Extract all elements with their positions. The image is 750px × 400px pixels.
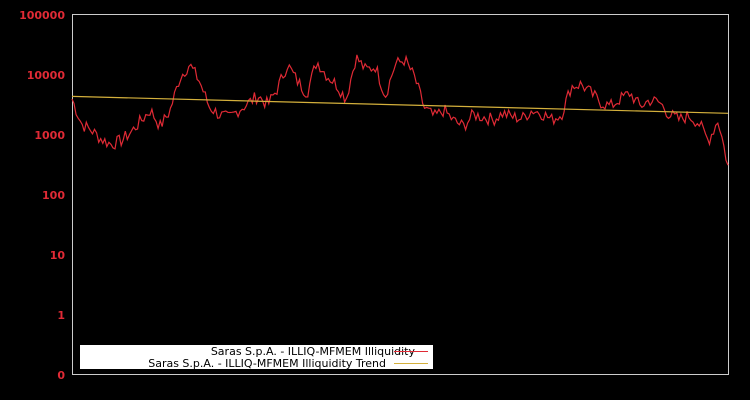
y-tick-label: 1 (57, 309, 65, 322)
legend-label-trend: Saras S.p.A. - ILLIQ-MFMEM Illiquidity T… (148, 357, 386, 370)
y-tick-label: 1000 (34, 129, 65, 142)
y-tick-label: 100 (42, 189, 65, 202)
illiquidity-trend-line (71, 95, 729, 114)
legend-label-illiquidity: Saras S.p.A. - ILLIQ-MFMEM Illiquidity (211, 345, 416, 358)
legend-box (80, 345, 433, 369)
y-tick-label: 100000 (19, 9, 65, 22)
y-tick-label: 10000 (27, 69, 66, 82)
y-tick-label: 10 (50, 249, 66, 262)
plot-area-border (72, 14, 729, 375)
illiquidity-line (71, 54, 729, 166)
legend: Saras S.p.A. - ILLIQ-MFMEM Illiquidity S… (80, 345, 433, 370)
y-tick-label: 0 (57, 369, 65, 382)
